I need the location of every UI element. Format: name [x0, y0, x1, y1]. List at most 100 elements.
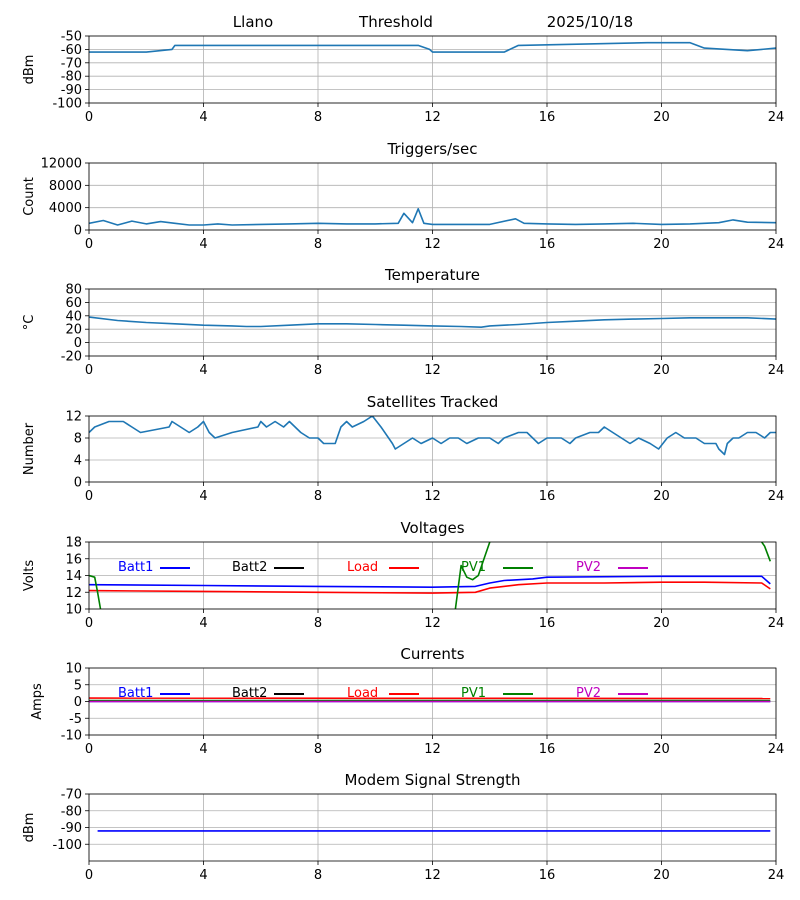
y-axis-label: Volts [22, 560, 37, 592]
x-tick-label: 4 [199, 489, 207, 504]
y-tick-label: 12 [65, 410, 82, 425]
legend-label-batt1: Batt1 [118, 560, 153, 575]
x-tick-label: 16 [539, 489, 556, 504]
x-tick-label: 16 [539, 110, 556, 125]
y-axis-label: Number [22, 422, 37, 475]
x-tick-label: 12 [424, 616, 441, 631]
y-axis-label: Count [22, 177, 37, 216]
chart-title: Satellites Tracked [367, 393, 498, 411]
x-tick-label: 8 [314, 110, 322, 125]
chart-panel-3: 0 4 8 12 16 20 24 0 4 8 12 Satellites Tracked Number [22, 393, 784, 504]
x-tick-label: 12 [424, 489, 441, 504]
x-tick-label: 8 [314, 237, 322, 252]
x-tick-label: 12 [424, 363, 441, 378]
y-tick-label: 10 [65, 662, 82, 677]
y-axis-label: dBm [22, 813, 37, 843]
x-tick-label: 8 [314, 742, 322, 757]
x-tick-label: 20 [653, 363, 670, 378]
y-tick-label: 40 [65, 309, 82, 324]
y-tick-label: -70 [61, 788, 82, 803]
x-tick-label: 4 [199, 237, 207, 252]
chart-title: Triggers/sec [387, 140, 478, 158]
x-tick-label: 24 [768, 363, 785, 378]
chart-panel-0: 0 4 8 12 16 20 24 -100-90-80-70-60-50 dBm [22, 30, 784, 126]
y-tick-label: 0 [74, 476, 82, 491]
x-tick-label: 12 [424, 868, 441, 883]
series-line-batt1 [89, 575, 771, 589]
x-tick-label: 16 [539, 868, 556, 883]
legend-label-pv1: PV1 [461, 560, 486, 575]
y-tick-label: 18 [65, 536, 82, 551]
y-tick-label: 60 [65, 296, 82, 311]
header-mode: Threshold [358, 13, 433, 31]
x-tick-label: 12 [424, 237, 441, 252]
y-tick-label: 16 [65, 552, 82, 567]
y-tick-label: 0 [74, 695, 82, 710]
y-tick-label: -90 [61, 83, 82, 98]
y-tick-label: 4000 [49, 201, 82, 216]
series-line-load [89, 581, 771, 594]
y-tick-label: -80 [61, 70, 82, 85]
x-tick-label: 0 [85, 868, 93, 883]
series-line-0 [89, 416, 776, 456]
legend-label-batt2: Batt2 [232, 560, 267, 575]
x-tick-label: 0 [85, 742, 93, 757]
header-station: Llano [233, 13, 273, 31]
legend-label-batt2: Batt2 [232, 686, 267, 701]
y-tick-label: -100 [52, 838, 82, 853]
y-tick-label: -100 [52, 97, 82, 112]
chart-title: Currents [400, 645, 464, 663]
series-line-0 [89, 316, 776, 329]
x-tick-label: 0 [85, 489, 93, 504]
x-tick-label: 16 [539, 616, 556, 631]
y-tick-label: -10 [61, 729, 82, 744]
x-tick-label: 4 [199, 363, 207, 378]
x-tick-label: 8 [314, 616, 322, 631]
legend-label-batt1: Batt1 [118, 686, 153, 701]
y-axis-label: Amps [30, 683, 45, 720]
y-tick-label: 12000 [41, 157, 82, 172]
legend-label-load: Load [347, 686, 378, 701]
series-line-pv1 [454, 542, 491, 609]
x-tick-label: 8 [314, 868, 322, 883]
chart-panel-6: 0 4 8 12 16 20 24 -100 -90 -80-70 Modem Signal Str… [22, 771, 784, 883]
x-tick-label: 20 [653, 489, 670, 504]
x-tick-label: 16 [539, 237, 556, 252]
y-tick-label: 80 [65, 283, 82, 298]
legend-label-load: Load [347, 560, 378, 575]
series-line-0 [89, 41, 776, 53]
y-tick-label: -80 [61, 804, 82, 819]
y-tick-label: -90 [61, 821, 82, 836]
x-tick-label: 12 [424, 742, 441, 757]
legend-label-pv1: PV1 [461, 686, 486, 701]
y-axis-label: °C [22, 315, 37, 331]
y-tick-label: -20 [61, 350, 82, 365]
x-tick-label: 8 [314, 363, 322, 378]
chart-panel-1: 0 4 8 12 16 20 24 0 4000 8000 12000 Triggers/sec Cou… [22, 140, 784, 252]
x-tick-label: 24 [768, 110, 785, 125]
y-tick-label: 0 [74, 224, 82, 239]
y-tick-label: 14 [65, 569, 82, 584]
y-tick-label: -50 [61, 30, 82, 45]
x-tick-label: 24 [768, 489, 785, 504]
y-tick-label: 20 [65, 323, 82, 338]
x-tick-label: 20 [653, 742, 670, 757]
x-tick-label: 4 [199, 868, 207, 883]
x-tick-label: 20 [653, 237, 670, 252]
y-tick-label: 4 [74, 454, 82, 469]
legend-label-pv2: PV2 [576, 560, 601, 575]
x-tick-label: 0 [85, 363, 93, 378]
x-tick-label: 0 [85, 616, 93, 631]
x-tick-label: 4 [199, 110, 207, 125]
y-tick-label: -5 [69, 712, 82, 727]
series-line-pv1 [89, 574, 102, 609]
series-line-0 [89, 208, 776, 226]
y-tick-label: 8 [74, 432, 82, 447]
x-tick-label: 16 [539, 363, 556, 378]
header-date: 2025/10/18 [547, 13, 633, 31]
x-tick-label: 20 [653, 868, 670, 883]
chart-title: Voltages [400, 519, 464, 537]
